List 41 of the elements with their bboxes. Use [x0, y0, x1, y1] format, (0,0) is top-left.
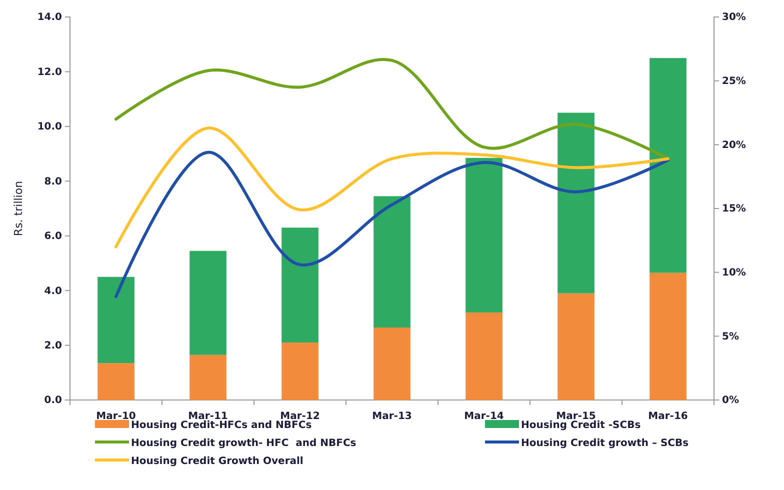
bar	[558, 112, 594, 294]
legend-label: Housing Credit growth – SCBs	[521, 438, 689, 449]
line-series	[114, 58, 670, 160]
bar	[282, 228, 318, 343]
bar	[466, 312, 502, 400]
y-tick-label: 10.0	[37, 122, 62, 133]
y2-tick-label: 20%	[722, 140, 746, 151]
y2-tick-label: 25%	[722, 76, 746, 88]
legend-label: Housing Credit growth- HFC and NBFCs	[131, 438, 356, 449]
line-series	[114, 126, 670, 248]
x-tick-label: Mar-13	[372, 411, 412, 422]
bar	[190, 250, 226, 355]
bar	[98, 276, 134, 364]
line-series	[114, 150, 670, 298]
y-tick-label: 8.0	[44, 176, 62, 188]
bar	[374, 328, 410, 400]
y2-tick-label: 5%	[722, 331, 739, 342]
legend-label: Housing Credit -SCBs	[521, 420, 641, 431]
bar	[282, 342, 318, 400]
y-tick-label: 6.0	[44, 231, 62, 242]
bar	[650, 272, 686, 400]
x-tick-label: Mar-16	[648, 411, 688, 422]
bar	[190, 354, 226, 400]
y2-tick-label: 10%	[722, 268, 746, 279]
y2-tick-label: 15%	[722, 204, 746, 215]
y-tick-label: 4.0	[44, 286, 62, 297]
y-tick-label: 0.0	[44, 395, 62, 406]
bar	[558, 293, 594, 400]
bar	[98, 363, 134, 400]
y-tick-label: 12.0	[37, 66, 62, 78]
x-tick-label: Mar-14	[464, 411, 504, 422]
bar	[650, 58, 686, 273]
legend-label: Housing Credit Growth Overall	[131, 456, 304, 467]
y-tick-label: 2.0	[44, 340, 62, 352]
y2-tick-label: 30%	[722, 12, 746, 24]
bar	[466, 158, 502, 312]
bar	[374, 196, 410, 328]
legend-label: Housing Credit-HFCs and NBFCs	[131, 420, 312, 431]
y-axis-title: Rs. trillion	[12, 180, 25, 236]
y-tick-label: 14.0	[37, 12, 62, 24]
y2-tick-label: 0%	[722, 395, 739, 406]
